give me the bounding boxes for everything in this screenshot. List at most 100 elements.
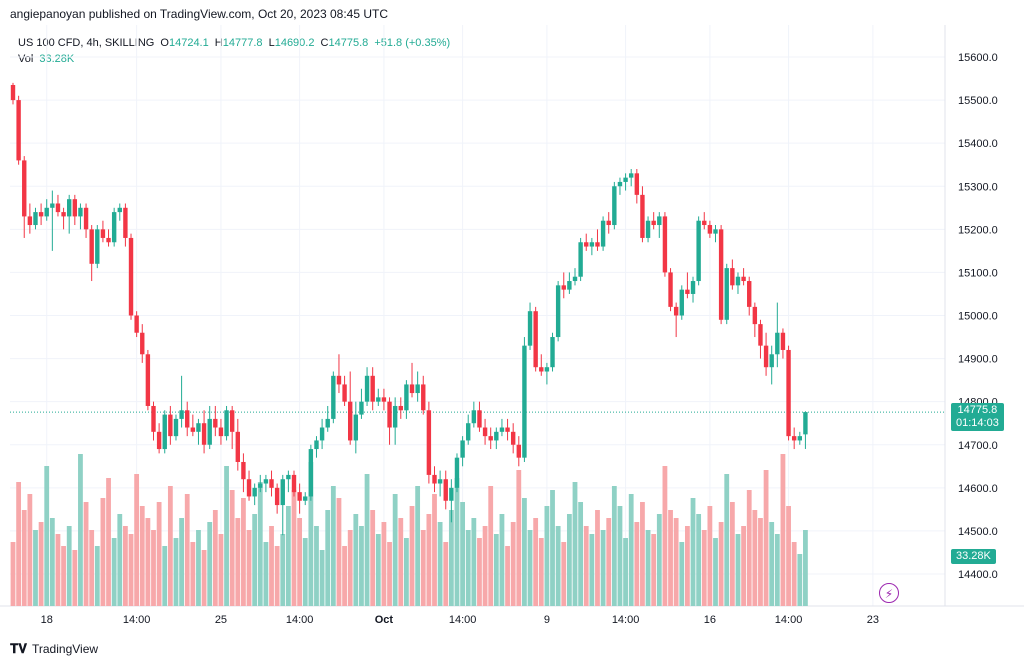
volume-bar bbox=[375, 534, 381, 606]
candle-body bbox=[269, 479, 274, 488]
candle-body bbox=[297, 492, 302, 501]
volume-bar bbox=[544, 506, 550, 606]
footer-brand: TradingView bbox=[32, 642, 99, 656]
candle-body bbox=[145, 354, 151, 406]
candle-body bbox=[89, 229, 94, 264]
volume-bar bbox=[516, 470, 522, 606]
symbol-title[interactable]: US 100 CFD, 4h, SKILLING bbox=[18, 37, 155, 49]
candle-body bbox=[364, 375, 370, 402]
candle-body bbox=[319, 427, 325, 441]
volume-bar bbox=[769, 522, 775, 606]
candle-body bbox=[505, 427, 510, 432]
candle-body bbox=[370, 375, 375, 402]
volume-bar bbox=[404, 538, 409, 606]
volume-bar bbox=[662, 466, 668, 606]
candle-body bbox=[769, 354, 774, 368]
candle-body bbox=[606, 220, 611, 226]
candle-body bbox=[673, 306, 679, 316]
candle-body bbox=[640, 194, 645, 238]
volume-bar bbox=[426, 514, 432, 606]
volume-bar bbox=[83, 502, 89, 606]
volume-bar bbox=[803, 530, 808, 606]
candle-body bbox=[44, 207, 49, 217]
lightning-icon[interactable]: ⚡ bbox=[879, 583, 899, 603]
x-tick-label: 9 bbox=[544, 614, 550, 626]
candle-body bbox=[662, 216, 668, 273]
volume-bar bbox=[499, 514, 505, 606]
candle-body bbox=[657, 216, 662, 226]
candle-body bbox=[173, 418, 179, 437]
candle-body bbox=[758, 324, 763, 346]
volume-bar bbox=[162, 546, 168, 606]
volume-bar bbox=[432, 494, 437, 606]
candle-body bbox=[128, 237, 134, 316]
candle-body bbox=[718, 229, 724, 320]
candle-body bbox=[201, 423, 207, 445]
volume-bar bbox=[774, 534, 780, 606]
candle-body bbox=[561, 285, 566, 290]
candle-body bbox=[443, 479, 448, 501]
y-tick-label: 15300.0 bbox=[958, 181, 998, 193]
candle-body bbox=[488, 436, 493, 441]
candle-body bbox=[134, 315, 139, 333]
candle-body bbox=[33, 212, 38, 226]
candle-body bbox=[398, 405, 403, 411]
candle-body bbox=[780, 332, 786, 350]
candle-body bbox=[190, 427, 196, 432]
volume-bar bbox=[561, 542, 567, 606]
candle-body bbox=[263, 479, 269, 484]
candle-body bbox=[645, 220, 651, 238]
candle-body bbox=[55, 203, 61, 213]
volume-label[interactable]: Vol bbox=[18, 53, 34, 65]
candle-body bbox=[651, 220, 656, 226]
candle-body bbox=[123, 207, 128, 238]
close-value: 14775.8 bbox=[328, 37, 369, 49]
candle-body bbox=[730, 268, 735, 286]
x-tick-label: 23 bbox=[867, 614, 879, 626]
candle-body bbox=[696, 220, 701, 282]
volume-bar bbox=[482, 526, 488, 606]
volume-bar bbox=[252, 514, 258, 606]
candle-body bbox=[629, 173, 634, 178]
volume-bar bbox=[415, 486, 421, 606]
y-tick-label: 15200.0 bbox=[958, 224, 998, 236]
low-label: L bbox=[268, 37, 275, 49]
volume-bar bbox=[55, 534, 61, 606]
candle-body bbox=[179, 410, 184, 419]
candle-body bbox=[752, 306, 758, 325]
candle-body bbox=[10, 85, 16, 101]
volume-bar bbox=[16, 482, 22, 606]
candle-body bbox=[213, 418, 218, 428]
candle-body bbox=[404, 384, 409, 411]
volume-bar bbox=[257, 482, 263, 606]
candle-body bbox=[589, 242, 595, 247]
candle-body bbox=[38, 212, 44, 217]
candle-body bbox=[747, 281, 752, 307]
candle-body bbox=[286, 474, 291, 480]
candle-body bbox=[477, 410, 482, 428]
y-tick-label: 15400.0 bbox=[958, 138, 998, 150]
volume-bar bbox=[302, 538, 308, 606]
x-tick-label: 16 bbox=[704, 614, 716, 626]
candle-body bbox=[460, 440, 465, 458]
candle-body bbox=[690, 281, 696, 294]
candle-body bbox=[426, 410, 432, 475]
volume-bar bbox=[111, 538, 117, 606]
bar-countdown: 01:14:03 bbox=[956, 417, 999, 429]
volume-bar bbox=[746, 490, 752, 606]
volume-bar bbox=[184, 494, 190, 606]
candle-body bbox=[241, 461, 246, 480]
candle-body bbox=[527, 311, 533, 346]
candle-body bbox=[679, 289, 684, 316]
volume-bar bbox=[600, 530, 606, 606]
volume-bar bbox=[342, 546, 347, 606]
volume-bar bbox=[488, 486, 494, 606]
volume-bar bbox=[685, 526, 690, 606]
volume-bar bbox=[44, 466, 50, 606]
volume-bar bbox=[409, 506, 415, 606]
volume-bar bbox=[724, 474, 730, 606]
candle-body bbox=[567, 281, 572, 290]
volume-bar bbox=[308, 462, 314, 606]
volume-bar bbox=[72, 550, 78, 606]
